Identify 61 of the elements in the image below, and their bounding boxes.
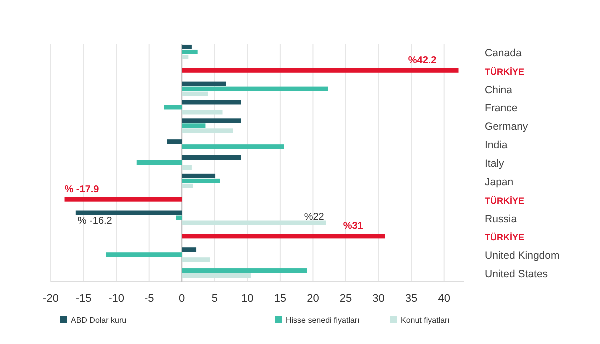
x-tick-label: -10 [108,292,125,305]
y-tick-label: Russia [485,213,518,226]
bar [182,118,242,124]
bar [182,174,216,178]
y-tick-label: Italy [485,158,506,170]
bar [182,44,192,50]
bar [136,160,182,165]
data-label: % -16.2 [78,216,113,227]
y-tick-label: Germany [485,121,529,134]
bar [182,184,194,188]
bar [182,110,223,115]
bar [182,166,192,170]
bar [182,92,208,96]
bar [182,50,198,54]
y-tick-label: China [485,84,513,96]
bar [182,258,210,262]
bar [182,128,234,134]
data-label: %22 [304,212,325,223]
y-tick-label: TÜRKİYE [485,232,525,243]
bar [176,216,182,220]
data-label: %31 [343,221,364,232]
y-tick-label: United States [485,268,548,281]
y-tick-label: TÜRKİYE [485,66,525,77]
x-tick-label: -15 [76,292,92,305]
x-tick-label: 25 [340,292,352,305]
x-tick-label: -5 [144,292,154,305]
bar [182,124,206,128]
x-tick-label: 0 [179,292,186,305]
x-tick-label: 30 [372,292,385,305]
bar [182,86,328,92]
bar [182,220,326,226]
data-label: % -17.9 [64,184,100,196]
y-tick-label: Japan [485,176,514,188]
legend-label: Konut fiyatları [401,316,450,325]
y-tick-label: Canada [485,47,522,60]
bar [182,68,459,73]
bar [164,105,182,110]
legend-label: Hisse senedi fiyatları [286,316,360,325]
y-tick-label: United Kingdom [485,250,560,262]
bar [64,197,182,202]
x-tick-label: 40 [438,292,450,305]
y-tick-label: TÜRKİYE [485,196,525,206]
bar [182,82,226,86]
legend-label: ABD Dolar kuru [71,316,127,325]
x-tick-label: -20 [43,292,59,305]
bar [182,100,242,105]
bar [182,234,386,239]
x-tick-label: 15 [274,292,287,305]
bar [182,54,189,60]
bar [182,156,242,160]
x-tick-label: 5 [212,292,218,305]
data-label: %42.2 [408,55,438,66]
x-tick-label: 10 [242,292,254,305]
bar [106,252,182,258]
y-tick-label: India [485,140,508,152]
bar [182,248,197,252]
bar [76,210,182,216]
bar [182,178,220,184]
x-tick-label: 20 [307,292,320,305]
x-tick-label: 35 [405,292,418,305]
y-tick-label: France [485,102,518,115]
